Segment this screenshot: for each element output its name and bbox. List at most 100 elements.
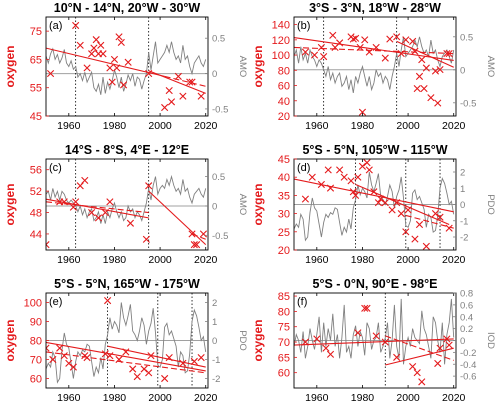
y-tick-label: 40 <box>278 96 290 108</box>
oxygen-point <box>106 64 114 72</box>
panel-b: 1960 1980 2000 202020406080100120140-0.500.… <box>251 1 496 132</box>
x-tick-label: 2020 <box>442 254 466 266</box>
y2-axis-label: IOD <box>485 332 496 349</box>
index-series-line <box>294 171 455 242</box>
oxygen-point <box>427 94 435 102</box>
oxygen-point <box>374 199 383 207</box>
oxygen-point <box>310 51 319 59</box>
oxygen-point <box>381 54 389 62</box>
y2-tick-label: -2 <box>212 374 220 385</box>
oxygen-point <box>99 50 107 58</box>
oxygen-point <box>422 242 430 250</box>
oxygen-point <box>422 64 430 72</box>
panel-label: (c) <box>49 162 62 174</box>
panel-label: (e) <box>49 296 62 308</box>
oxygen-point <box>431 67 440 75</box>
oxygen-point <box>361 36 369 44</box>
oxygen-point <box>340 173 348 181</box>
oxygen-point <box>436 65 444 74</box>
y-tick-label: 75 <box>30 26 42 38</box>
oxygen-point <box>370 188 378 196</box>
oxygen-point <box>434 99 442 107</box>
y2-tick-label: -0.5 <box>212 104 228 115</box>
oxygen-point <box>415 220 424 229</box>
oxygen-point <box>94 214 103 222</box>
oxygen-point <box>186 78 194 86</box>
trend-line <box>46 47 165 77</box>
oxygen-point <box>81 176 89 185</box>
y-tick-label: 80 <box>30 336 42 348</box>
y2-tick-label: 1 <box>460 184 465 195</box>
oxygen-point <box>322 344 330 352</box>
panel-label: (f) <box>297 296 307 308</box>
oxygen-point <box>381 338 389 346</box>
oxygen-point <box>101 208 109 217</box>
oxygen-point <box>393 353 401 361</box>
panel-e: 1960 1980 2000 2020 60 70 80 90 100 -2 -1 0 1 2 5°S - … <box>3 277 248 404</box>
y2-tick-label: -0.5 <box>460 98 476 109</box>
oxygen-point <box>122 348 130 356</box>
y2-tick-label: 1 <box>212 317 217 328</box>
panel-title: 5°S - 0°N, 90°E - 98°E <box>313 277 438 291</box>
oxygen-point <box>349 35 357 43</box>
y-tick-label: 60 <box>278 368 290 380</box>
index-series-line <box>294 298 455 365</box>
panel-c: 1960 1980 2000 2020 44 48 52 56 -0.5 0 0.5 14°S - 8… <box>3 143 248 266</box>
oxygen-point <box>126 219 135 227</box>
oxygen-point <box>301 195 309 203</box>
y-tick-label: 20 <box>278 111 290 123</box>
y-tick-label: 60 <box>30 374 42 386</box>
y2-tick-label: 2 <box>212 298 217 309</box>
y-tick-label: 120 <box>272 35 290 47</box>
x-tick-label: 2020 <box>194 254 218 266</box>
trend-line <box>294 338 454 346</box>
oxygen-point <box>402 228 410 236</box>
y-tick-label: 80 <box>278 306 290 318</box>
panel-title: 14°S - 8°S, 4°E - 12°E <box>65 143 189 157</box>
oxygen-point <box>317 180 325 189</box>
oxygen-point <box>83 354 91 362</box>
x-tick-label: 2000 <box>148 392 172 404</box>
oxygen-point <box>60 352 68 360</box>
x-tick-label: 2000 <box>396 392 420 404</box>
oxygen-point <box>174 72 182 80</box>
panel-label: (a) <box>49 20 62 32</box>
x-tick-label: 2000 <box>396 120 420 132</box>
y-axis-label: oxygen <box>251 319 265 361</box>
trend-line <box>46 201 149 214</box>
oxygen-point <box>313 335 321 343</box>
oxygen-point <box>97 41 105 49</box>
oxygen-point <box>301 338 309 346</box>
x-tick-label: 1960 <box>305 254 329 266</box>
y-axis-label: oxygen <box>251 45 265 87</box>
oxygen-point <box>167 98 176 106</box>
y2-tick-label: -0.6 <box>460 372 476 383</box>
oxygen-point <box>436 344 444 352</box>
y-tick-label: 45 <box>278 154 290 166</box>
index-series-line <box>46 41 207 95</box>
oxygen-point <box>46 344 50 352</box>
y2-tick-label: -1 <box>212 355 220 366</box>
oxygen-point <box>393 199 401 207</box>
oxygen-point <box>326 350 335 358</box>
oxygen-point <box>69 203 77 211</box>
trend-line <box>46 341 206 372</box>
y2-axis-label: AMO <box>237 56 248 78</box>
x-tick-label: 1980 <box>103 254 127 266</box>
panel-f: 1960 1980 2000 2020 60 65 70 75 80 85 -0.6-0.4-0.2… <box>251 277 496 404</box>
oxygen-point <box>133 373 141 381</box>
y-tick-label: 40 <box>278 172 290 184</box>
oxygen-point <box>197 354 205 362</box>
oxygen-point <box>336 39 344 47</box>
x-tick-label: 2020 <box>442 120 466 132</box>
y2-tick-label: 0 <box>460 65 465 76</box>
oxygen-point <box>386 35 394 43</box>
oxygen-point <box>326 184 335 192</box>
oxygen-point <box>72 21 80 30</box>
y-tick-label: 140 <box>272 20 290 32</box>
y2-tick-label: 0 <box>212 201 217 212</box>
x-tick-label: 1960 <box>57 120 81 132</box>
axes-frame <box>293 16 457 117</box>
oxygen-point <box>329 31 337 39</box>
oxygen-point <box>354 329 362 337</box>
